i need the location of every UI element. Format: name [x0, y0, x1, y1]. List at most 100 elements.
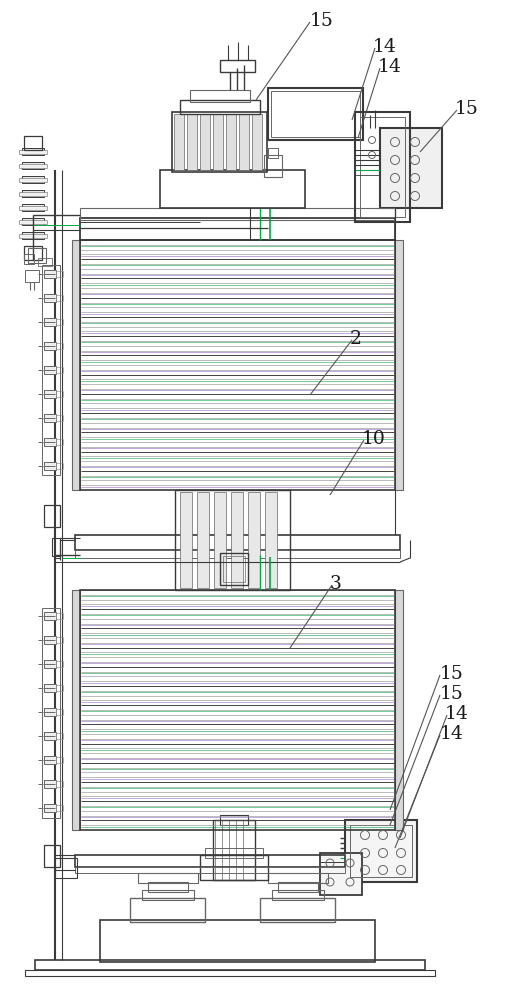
Bar [19, 233, 47, 237]
Bar [44, 342, 56, 350]
Bar [226, 114, 236, 170]
Bar [19, 149, 47, 153]
Bar [200, 114, 210, 170]
Bar [22, 190, 44, 197]
Bar [80, 208, 395, 220]
Bar [268, 148, 278, 158]
Text: 15: 15 [440, 665, 464, 683]
Bar [56, 391, 63, 397]
Bar [22, 162, 44, 169]
Bar [197, 492, 209, 588]
Text: 14: 14 [440, 725, 464, 743]
Bar [44, 708, 56, 716]
Bar [56, 343, 63, 349]
Bar [395, 590, 403, 830]
Bar [22, 218, 44, 225]
Bar [19, 192, 47, 196]
Bar [268, 88, 363, 140]
Bar [278, 882, 318, 892]
Bar [56, 637, 63, 643]
Bar [19, 206, 47, 210]
Bar [44, 804, 56, 812]
Bar [160, 170, 305, 208]
Bar [56, 367, 63, 373]
Bar [395, 240, 403, 490]
Bar [24, 246, 42, 260]
Bar [56, 757, 63, 763]
Bar [271, 91, 360, 137]
Bar [25, 270, 39, 282]
Bar [24, 136, 42, 150]
Bar [220, 815, 248, 825]
Text: 15: 15 [310, 12, 334, 30]
Bar [252, 114, 262, 170]
Bar [56, 295, 63, 301]
Bar [180, 100, 260, 114]
Bar [190, 90, 250, 102]
Bar [260, 898, 335, 922]
Bar [44, 505, 60, 527]
Bar [44, 414, 56, 422]
Bar [174, 114, 184, 170]
Bar [248, 492, 260, 588]
Bar [75, 867, 345, 873]
Bar [213, 820, 255, 880]
Bar [44, 612, 56, 620]
Bar [72, 590, 80, 830]
Bar [360, 117, 405, 217]
Bar [80, 218, 395, 240]
Bar [44, 660, 56, 668]
Bar [175, 490, 290, 590]
Bar [100, 920, 375, 962]
Bar [44, 636, 56, 644]
Bar [44, 318, 56, 326]
Bar [55, 858, 77, 878]
Bar [22, 204, 44, 211]
Bar [239, 114, 249, 170]
Text: 14: 14 [373, 38, 397, 56]
Bar [231, 492, 243, 588]
Bar [75, 535, 400, 550]
Bar [44, 438, 56, 446]
Bar [44, 780, 56, 788]
Bar [56, 415, 63, 421]
Bar [24, 254, 34, 264]
Bar [56, 319, 63, 325]
Bar [38, 258, 52, 266]
Bar [265, 492, 277, 588]
Bar [80, 590, 395, 830]
Bar [214, 492, 226, 588]
Bar [22, 176, 44, 183]
Bar [56, 685, 63, 691]
Bar [19, 178, 47, 182]
Bar [28, 248, 46, 263]
Bar [25, 970, 435, 976]
Bar [44, 294, 56, 302]
Bar [56, 805, 63, 811]
Bar [56, 613, 63, 619]
Bar [44, 390, 56, 398]
Bar [44, 270, 56, 278]
Bar [350, 825, 412, 877]
Text: 10: 10 [362, 430, 386, 448]
Bar [187, 114, 197, 170]
Text: 15: 15 [440, 685, 464, 703]
Bar [220, 60, 255, 72]
Bar [56, 271, 63, 277]
Bar [75, 855, 345, 867]
Bar [138, 873, 198, 883]
Bar [148, 882, 188, 892]
Bar [56, 463, 63, 469]
Bar [264, 155, 282, 177]
Bar [19, 220, 47, 224]
Text: 2: 2 [350, 330, 362, 348]
Bar [22, 148, 44, 155]
Bar [56, 709, 63, 715]
Bar [56, 439, 63, 445]
Bar [80, 240, 395, 490]
Bar [180, 492, 192, 588]
Text: 15: 15 [455, 100, 479, 118]
Bar [44, 756, 56, 764]
Text: 14: 14 [445, 705, 469, 723]
Text: 14: 14 [378, 58, 402, 76]
